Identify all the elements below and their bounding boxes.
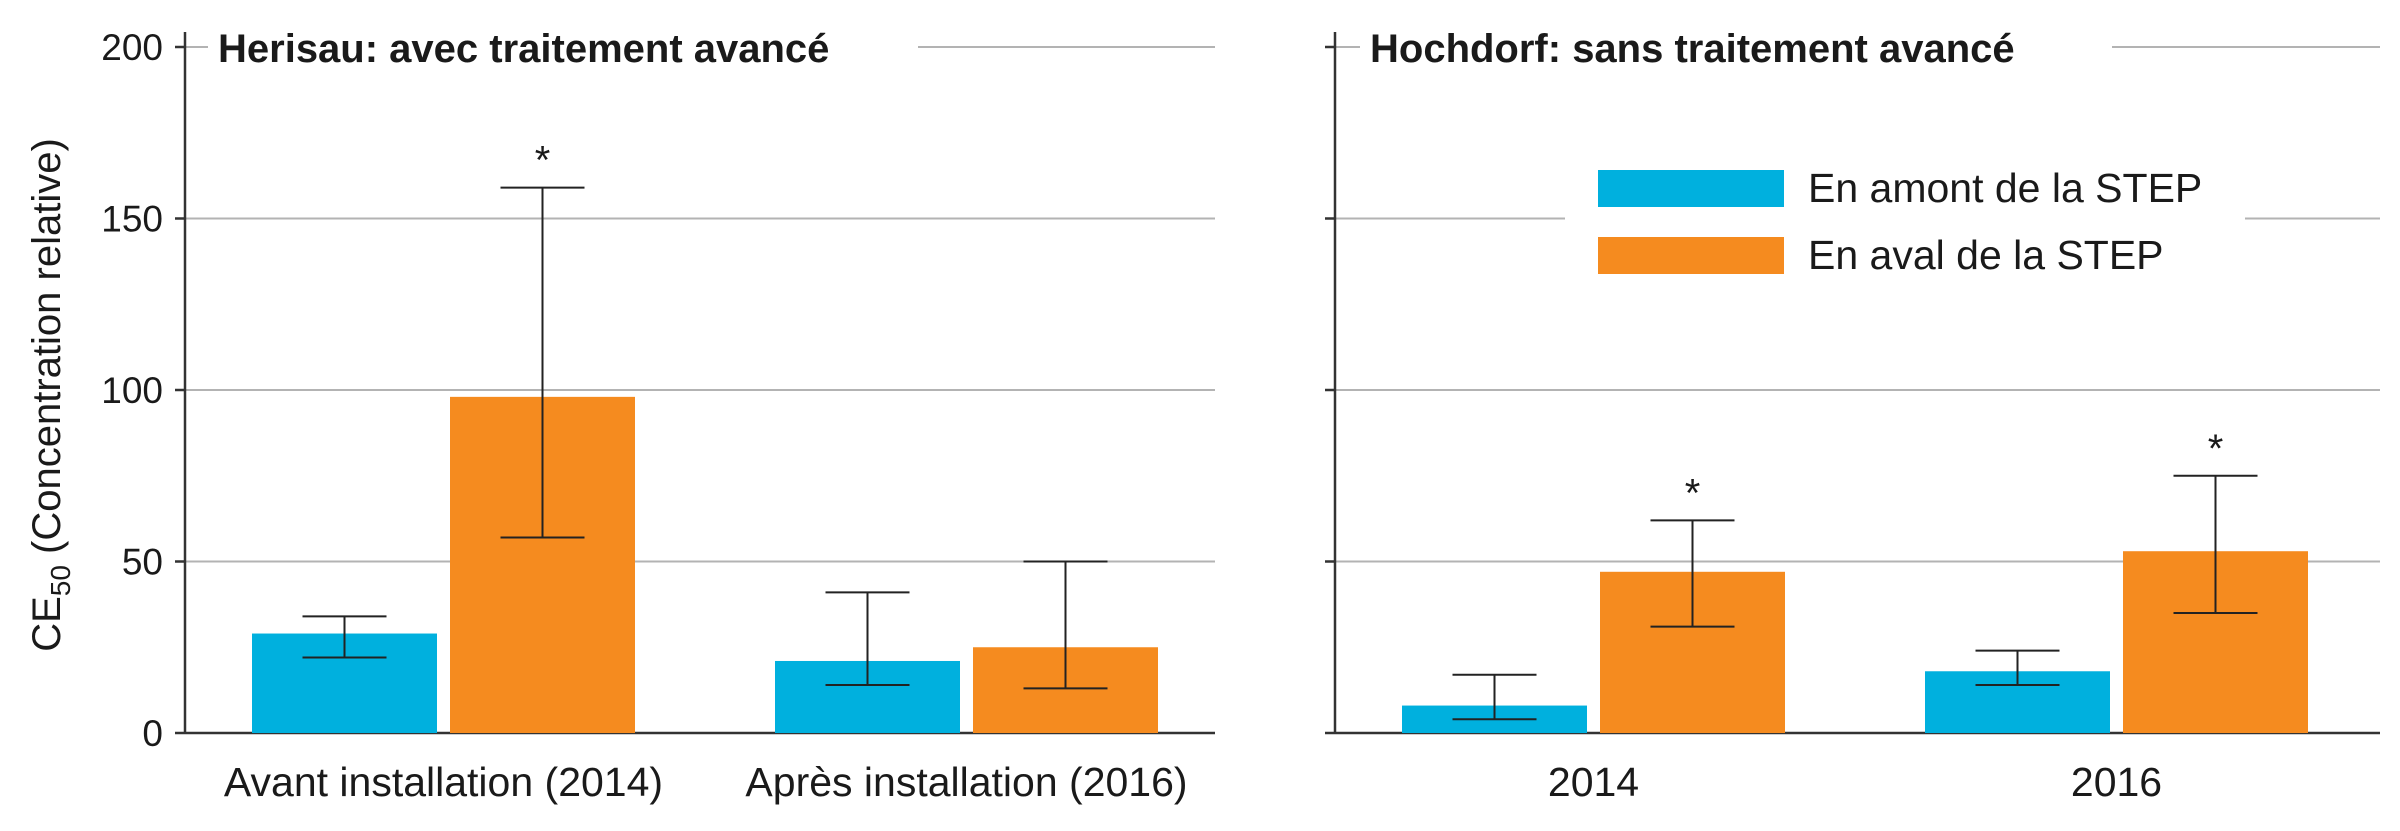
category-label: Avant installation (2014)	[224, 759, 663, 805]
y-tick-label-50: 50	[122, 542, 163, 583]
category-label: 2014	[1548, 759, 1639, 805]
y-tick-label-0: 0	[142, 713, 163, 754]
legend-swatch	[1598, 170, 1784, 207]
significance-marker: *	[1685, 471, 1701, 515]
significance-marker: *	[2208, 427, 2224, 471]
legend: En amont de la STEP En aval de la STEP	[1565, 158, 2245, 298]
y-axis-label-rest: (Concentration relative)	[25, 138, 69, 565]
y-axis-label: CE50 (Concentration relative)	[25, 138, 76, 652]
y-tick-label-100: 100	[101, 370, 163, 411]
significance-marker: *	[535, 139, 551, 183]
legend-label: En aval de la STEP	[1808, 232, 2164, 278]
y-axis-label-subscript: 50	[45, 565, 76, 596]
legend-swatch	[1598, 237, 1784, 274]
category-label: Après installation (2016)	[745, 759, 1187, 805]
legend-label: En amont de la STEP	[1808, 165, 2202, 211]
right-panel: Hochdorf: sans traitement avancé * 2014 * 20…	[1325, 27, 2380, 805]
y-tick-label-150: 150	[101, 199, 163, 240]
y-tick-label-200: 200	[101, 27, 163, 68]
chart-title: Hochdorf: sans traitement avancé	[1370, 27, 2015, 71]
chart-title: Herisau: avec traitement avancé	[218, 27, 829, 71]
y-axis-label-main: CE	[25, 596, 69, 652]
category-label: 2016	[2071, 759, 2162, 805]
left-panel: 0 50 100 150 200 Herisau: avec traitement ava…	[101, 27, 1215, 805]
